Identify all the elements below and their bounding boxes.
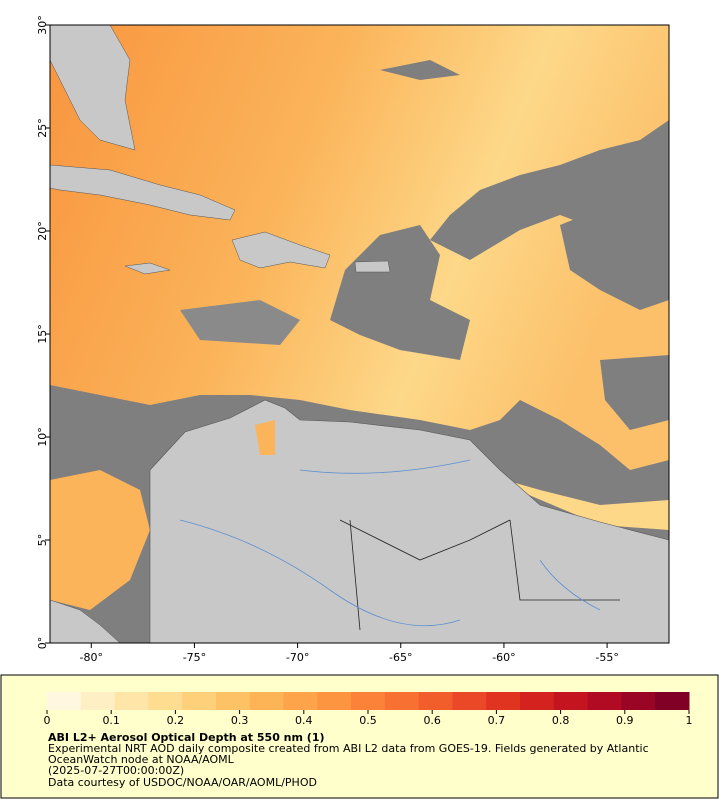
colorbar-swatch xyxy=(283,692,318,710)
no-data xyxy=(180,300,300,345)
colorbar-swatch xyxy=(249,692,285,710)
credit: Data courtesy of USDOC/NOAA/OAR/AOML/PHO… xyxy=(48,776,317,789)
land xyxy=(50,599,121,643)
x-tick-label: -65° xyxy=(389,651,412,664)
colorbar-tick-label: 0.7 xyxy=(488,714,506,727)
no-data xyxy=(330,225,470,360)
colorbar-swatch xyxy=(182,692,217,710)
colorbar-tick-label: 0.4 xyxy=(295,714,313,727)
y-tick-label: 5° xyxy=(36,534,49,547)
y-tick-label: 15° xyxy=(36,324,49,344)
y-tick-label: 10° xyxy=(36,427,49,447)
colorbar-swatch xyxy=(486,692,521,710)
colorbar-tick-label: 0.2 xyxy=(167,714,185,727)
land xyxy=(50,25,136,151)
colorbar-tick-label: 0.8 xyxy=(552,714,570,727)
colorbar-tick-label: 1 xyxy=(686,714,693,727)
colorbar-swatch xyxy=(351,692,386,710)
y-tick-label: 30° xyxy=(36,15,49,35)
timestamp: (2025-07-27T00:00:00Z) xyxy=(48,764,184,777)
aerosol-field xyxy=(255,420,275,455)
land xyxy=(124,262,171,275)
no-data xyxy=(560,205,669,310)
description: OceanWatch node at NOAA/AOML xyxy=(48,753,235,766)
colorbar-tick-label: 0.6 xyxy=(423,714,441,727)
land xyxy=(50,164,236,221)
x-tick-label: -70° xyxy=(286,651,309,664)
y-tick-label: 25° xyxy=(36,118,49,138)
land xyxy=(354,260,391,273)
colorbar-swatch xyxy=(655,692,690,710)
colorbar-tick-label: 0.1 xyxy=(102,714,120,727)
x-tick-label: -60° xyxy=(492,651,515,664)
colorbar-swatch xyxy=(384,692,420,710)
x-tick-label: -55° xyxy=(595,651,618,664)
land xyxy=(149,399,669,643)
river xyxy=(179,459,601,627)
border xyxy=(339,519,620,631)
colorbar-swatch xyxy=(317,692,352,710)
aerosol-field xyxy=(50,470,150,610)
map-title: ABI L2+ Aerosol Optical Depth at 550 nm … xyxy=(48,731,325,744)
no-data xyxy=(600,355,669,430)
map-field xyxy=(50,25,669,643)
colorbar-swatch xyxy=(452,692,487,710)
y-tick-label: 0° xyxy=(36,637,49,650)
x-tick-label: -80° xyxy=(80,651,103,664)
colorbar-swatch xyxy=(148,692,183,710)
colorbar-swatch xyxy=(114,692,149,710)
description: Experimental NRT AOD daily composite cre… xyxy=(48,742,649,755)
colorbar-swatch xyxy=(520,692,555,710)
land xyxy=(231,231,331,269)
colorbar-swatch xyxy=(215,692,251,710)
colorbar-swatch xyxy=(553,692,589,710)
colorbar-swatch xyxy=(80,692,116,710)
colorbar-swatch xyxy=(418,692,453,710)
y-tick-label: 20° xyxy=(36,221,49,241)
aerosol-field xyxy=(470,470,669,530)
colorbar-swatch xyxy=(621,692,656,710)
no-data xyxy=(380,60,460,80)
colorbar-swatch xyxy=(587,692,622,710)
colorbar-tick-label: 0.9 xyxy=(616,714,634,727)
colorbar-swatch xyxy=(47,692,82,710)
colorbar-tick-label: 0.5 xyxy=(359,714,377,727)
x-tick-label: -75° xyxy=(183,651,206,664)
colorbar-tick-label: 0.3 xyxy=(231,714,249,727)
colorbar-tick-label: 0 xyxy=(44,714,51,727)
aerosol-field xyxy=(50,25,669,470)
